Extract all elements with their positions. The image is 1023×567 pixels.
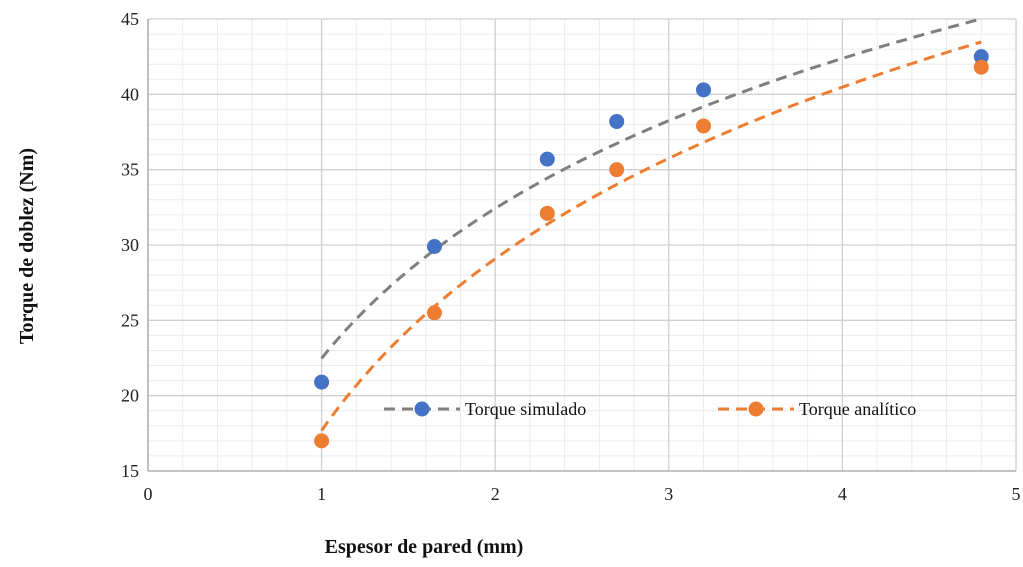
trendlines <box>320 17 982 432</box>
data-point-series-2 <box>973 59 989 75</box>
data-point-series-1 <box>314 374 330 390</box>
data-point-series-2 <box>696 118 712 134</box>
legend-marker-1 <box>414 401 430 417</box>
x-axis-ticks: 0 1 2 3 4 5 <box>144 484 1021 504</box>
legend-marker-2 <box>748 401 764 417</box>
data-point-series-2 <box>539 205 555 221</box>
y-axis-title: Torque de doblez (Nm) <box>16 148 38 344</box>
x-tick-label: 4 <box>838 484 847 504</box>
trendline-2 <box>320 40 982 432</box>
x-tick-label: 0 <box>144 484 153 504</box>
y-tick-label: 35 <box>121 160 139 180</box>
x-tick-label: 2 <box>491 484 500 504</box>
y-tick-label: 20 <box>121 386 139 406</box>
data-point-series-1 <box>426 239 442 255</box>
plot-area <box>147 19 1016 472</box>
y-tick-label: 15 <box>121 461 139 481</box>
data-point-series-2 <box>609 162 625 178</box>
data-point-series-1 <box>696 82 712 98</box>
y-tick-label: 25 <box>121 310 139 330</box>
trendline-1 <box>320 17 982 360</box>
data-point-series-1 <box>609 113 625 129</box>
x-tick-label: 3 <box>664 484 673 504</box>
data-point-series-2 <box>314 433 330 449</box>
data-point-series-2 <box>426 305 442 321</box>
y-tick-label: 40 <box>121 84 139 104</box>
data-point-series-1 <box>973 49 989 65</box>
data-points <box>314 49 989 449</box>
y-tick-label: 45 <box>121 9 139 29</box>
legend-label-1: Torque simulado <box>465 399 586 419</box>
y-tick-label: 30 <box>121 235 139 255</box>
x-tick-label: 1 <box>317 484 326 504</box>
y-axis-ticks: 15 20 25 30 35 40 45 <box>121 9 139 481</box>
legend-label-2: Torque analítico <box>799 399 916 419</box>
legend: Torque simulado Torque analítico <box>384 399 916 419</box>
data-point-series-1 <box>539 151 555 167</box>
x-axis-title: Espesor de pared (mm) <box>325 536 524 558</box>
x-tick-label: 5 <box>1012 484 1021 504</box>
